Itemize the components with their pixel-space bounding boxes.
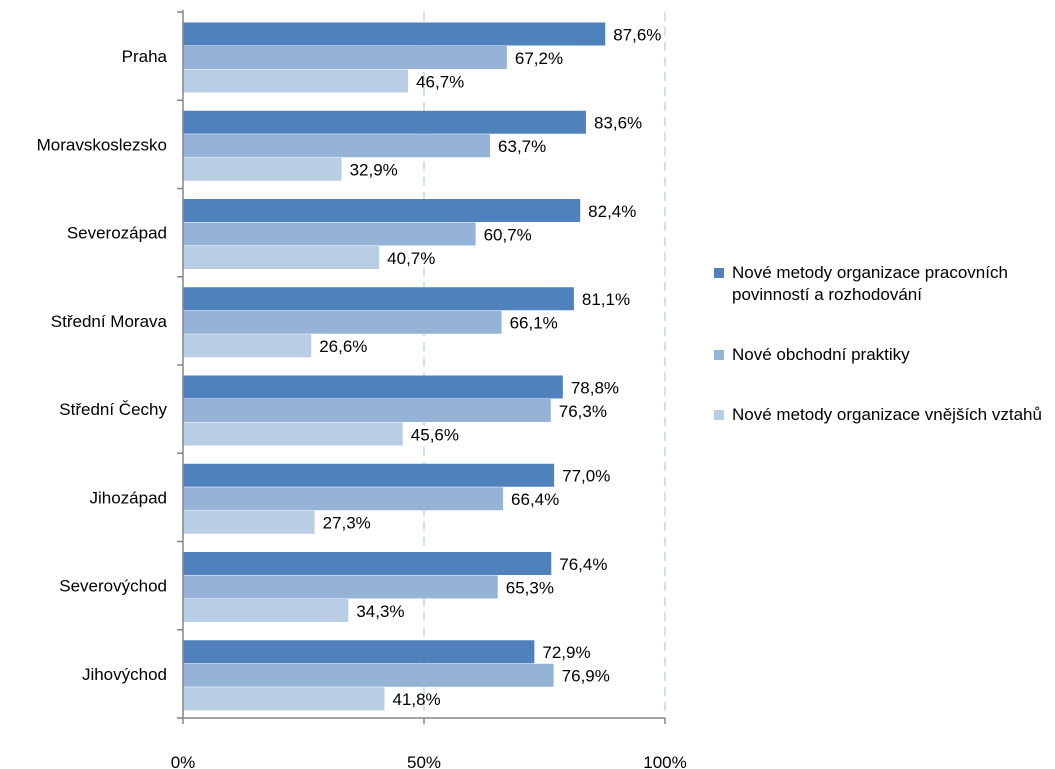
- data-label: 76,4%: [559, 555, 607, 574]
- category-label: Střední Morava: [51, 312, 168, 331]
- bar: [183, 46, 507, 69]
- category-label: Severovýchod: [59, 577, 167, 596]
- data-label: 65,3%: [506, 578, 554, 597]
- bar: [183, 510, 315, 534]
- category-label: Jihozápad: [89, 488, 167, 507]
- bar: [183, 134, 491, 158]
- bar: [183, 463, 555, 487]
- data-label: 77,0%: [562, 467, 610, 486]
- data-label: 34,3%: [356, 602, 404, 621]
- bar: [183, 246, 380, 269]
- data-label: 83,6%: [594, 114, 642, 133]
- bar: [183, 399, 551, 422]
- category-label: Severozápad: [67, 224, 167, 243]
- bar: [183, 157, 342, 181]
- legend-label: Nové metody organizace pracovních povinn…: [732, 263, 1008, 304]
- category-labels: Praha Moravskoslezsko Severozápad Střední M…: [37, 47, 168, 684]
- legend-label: Nové metody organizace vnějších vztahů: [732, 405, 1042, 424]
- category-label: Moravskoslezsko: [37, 135, 167, 154]
- category-label: Střední Čechy: [59, 400, 167, 419]
- bar: [183, 663, 554, 687]
- legend-swatch: [714, 410, 724, 420]
- x-tick-label: 100%: [643, 753, 686, 769]
- bar: [183, 640, 535, 664]
- data-label: 60,7%: [484, 225, 532, 244]
- bar: [183, 552, 552, 575]
- bar: [183, 287, 574, 311]
- legend-label: Nové obchodní praktiky: [732, 345, 910, 364]
- data-label: 45,6%: [411, 425, 459, 444]
- bars: [183, 22, 606, 711]
- bar: [183, 22, 606, 46]
- bar: [183, 487, 504, 511]
- legend: Nové metody organizace pracovních povinn…: [714, 262, 1049, 464]
- data-label: 66,4%: [511, 490, 559, 509]
- data-label: 27,3%: [323, 514, 371, 533]
- bar: [183, 599, 349, 622]
- category-label: Jihovýchod: [82, 665, 167, 684]
- bar: [183, 222, 476, 246]
- bar: [183, 375, 563, 399]
- legend-swatch: [714, 268, 724, 278]
- bar: [183, 687, 385, 711]
- data-label: 76,3%: [559, 402, 607, 421]
- legend-item: Nové metody organizace vnějších vztahů: [714, 404, 1049, 426]
- data-label: 63,7%: [498, 137, 546, 156]
- x-tick-label: 0%: [171, 753, 196, 769]
- data-label: 72,9%: [542, 643, 590, 662]
- data-label: 26,6%: [319, 337, 367, 356]
- data-label: 32,9%: [350, 161, 398, 180]
- legend-swatch: [714, 350, 724, 360]
- data-label: 81,1%: [582, 290, 630, 309]
- data-labels: 87,6% 67,2% 46,7% 83,6% 63,7% 32,9% 82,4% 60,7%…: [319, 25, 661, 709]
- bar: [183, 310, 502, 334]
- bar: [183, 110, 586, 134]
- bar: [183, 199, 581, 222]
- data-label: 78,8%: [571, 378, 619, 397]
- data-label: 40,7%: [387, 249, 435, 268]
- data-label: 66,1%: [510, 314, 558, 333]
- bar: [183, 69, 409, 93]
- data-label: 41,8%: [392, 690, 440, 709]
- data-label: 87,6%: [613, 25, 661, 44]
- axes: [177, 10, 666, 724]
- bar: [183, 334, 312, 358]
- data-label: 46,7%: [416, 72, 464, 91]
- bar: [183, 575, 498, 599]
- category-label: Praha: [122, 47, 168, 66]
- data-label: 76,9%: [562, 667, 610, 686]
- legend-item: Nové obchodní praktiky: [714, 344, 1049, 366]
- bar: [183, 422, 403, 446]
- data-label: 67,2%: [515, 49, 563, 68]
- gridlines: [423, 12, 666, 718]
- x-tick-label: 50%: [407, 753, 441, 769]
- tick-labels: 0% 50% 100%: [171, 753, 687, 769]
- legend-item: Nové metody organizace pracovních povinn…: [714, 262, 1049, 306]
- data-label: 82,4%: [588, 202, 636, 221]
